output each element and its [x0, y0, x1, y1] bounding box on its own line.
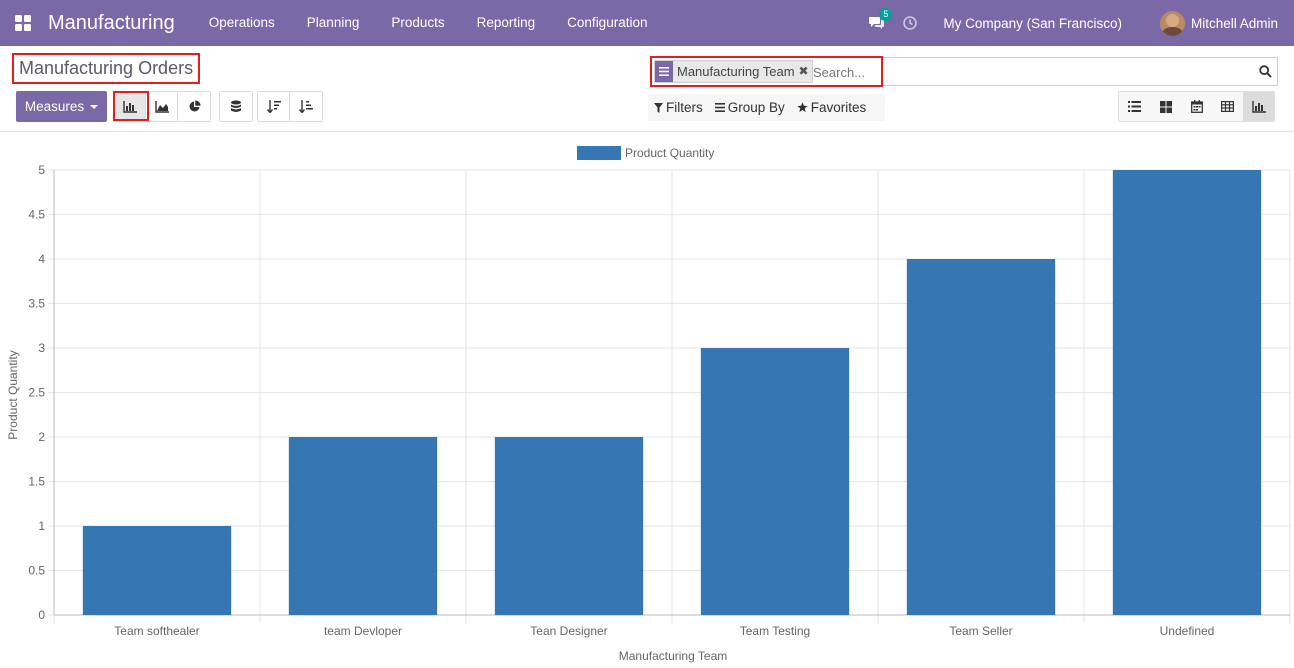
bar-chart-button[interactable] — [114, 92, 146, 121]
top-navbar: Manufacturing Operations Planning Produc… — [0, 0, 1294, 46]
bar-chart-icon — [122, 100, 137, 113]
x-tick-label: Tean Designer — [530, 624, 607, 638]
pie-chart-button[interactable] — [178, 92, 210, 121]
company-switcher[interactable]: My Company (San Francisco) — [943, 15, 1122, 31]
y-tick-label: 0.5 — [28, 564, 45, 578]
filters-label: Filters — [666, 100, 703, 115]
y-tick-label: 5 — [38, 163, 45, 177]
y-tick-label: 0 — [38, 608, 45, 622]
menu-products[interactable]: Products — [391, 15, 445, 30]
menu-planning[interactable]: Planning — [306, 15, 360, 30]
caret-down-icon — [90, 104, 99, 109]
favorites-label: Favorites — [810, 100, 867, 115]
group-by-list-icon — [655, 61, 673, 82]
messages-count-badge: 5 — [879, 8, 893, 21]
x-tick-label: Team softhealer — [114, 624, 199, 638]
bar-chart-highlight — [113, 91, 149, 121]
menu-configuration[interactable]: Configuration — [567, 15, 648, 30]
chart-bar[interactable] — [288, 437, 438, 615]
sort-ascending-icon — [299, 100, 313, 113]
sort-ascending-button[interactable] — [290, 92, 322, 121]
table-icon — [1221, 101, 1234, 112]
y-tick-label: 3 — [38, 341, 45, 355]
x-tick-label: Undefined — [1160, 624, 1215, 638]
database-stack-icon — [231, 100, 241, 112]
apps-menu-icon[interactable] — [0, 0, 46, 46]
filter-icon — [654, 102, 663, 113]
control-panel: Manufacturing Orders Manufacturing Team … — [0, 46, 1294, 132]
search-facet-label: Manufacturing Team — [677, 64, 795, 79]
sort-group — [257, 91, 323, 122]
bars-icon — [714, 103, 725, 112]
search-facet-group-by[interactable]: Manufacturing Team ✖ — [654, 60, 813, 83]
x-tick-label: Team Testing — [740, 624, 810, 638]
measures-label: Measures — [24, 99, 85, 114]
list-view-button[interactable] — [1119, 92, 1150, 121]
x-tick-label: team Devloper — [324, 624, 402, 638]
filters-dropdown[interactable]: Filters — [648, 100, 709, 115]
y-tick-label: 4.5 — [28, 208, 45, 222]
chart-bar[interactable] — [1112, 170, 1262, 615]
main-menu: Operations Planning Products Reporting C… — [193, 0, 664, 46]
legend-swatch — [577, 146, 621, 160]
facet-remove-icon[interactable]: ✖ — [798, 64, 809, 78]
pie-chart-icon — [189, 100, 201, 112]
activity-clock-icon[interactable] — [903, 16, 918, 30]
user-menu[interactable]: Mitchell Admin — [1190, 15, 1278, 31]
app-brand[interactable]: Manufacturing — [48, 11, 175, 34]
bar-chart: 0 0.5 1 1.5 2 2.5 3 3.5 4 4.5 5 Team softhealer team… — [28, 163, 1291, 638]
kanban-view-button[interactable] — [1150, 92, 1181, 121]
user-avatar[interactable] — [1159, 10, 1185, 36]
chart-bar[interactable] — [906, 259, 1056, 615]
chart-bar[interactable] — [700, 348, 850, 615]
stack-toggle-group — [219, 91, 253, 122]
list-icon — [1128, 101, 1141, 112]
measures-button[interactable]: Measures — [16, 91, 107, 122]
kanban-icon — [1159, 100, 1172, 113]
x-tick-label: Team Seller — [949, 624, 1012, 638]
line-chart-button[interactable] — [146, 92, 178, 121]
x-axis-label: Manufacturing Team — [618, 649, 728, 663]
legend-label: Product Quantity — [625, 146, 715, 160]
page-title: Manufacturing Orders — [19, 58, 194, 78]
area-chart-icon — [154, 100, 169, 113]
sort-descending-button[interactable] — [258, 92, 290, 121]
graph-view-button[interactable] — [1243, 92, 1274, 121]
chart-type-switcher — [113, 91, 211, 122]
search-input[interactable] — [813, 61, 1253, 83]
group-by-label: Group By — [727, 100, 785, 115]
stacked-button[interactable] — [220, 92, 252, 121]
chart-bar[interactable] — [82, 526, 232, 615]
chart-bar[interactable] — [494, 437, 644, 615]
navbar-systray: 5 My Company (San Francisco) Mitchell Ad… — [869, 0, 1294, 46]
pivot-view-button[interactable] — [1212, 92, 1243, 121]
star-icon — [797, 102, 808, 113]
menu-reporting[interactable]: Reporting — [476, 15, 536, 30]
graph-view: 0 0.5 1 1.5 2 2.5 3 3.5 4 4.5 5 Team softhealer team… — [0, 133, 1294, 668]
search-icon[interactable] — [1256, 62, 1274, 80]
search-options: Filters Group By Favorites — [648, 94, 885, 121]
sort-descending-icon — [266, 100, 281, 113]
view-switcher — [1118, 91, 1275, 122]
y-tick-label: 4 — [38, 252, 45, 266]
messages-icon[interactable]: 5 — [869, 8, 893, 30]
chart-legend[interactable]: Product Quantity — [577, 146, 714, 160]
y-tick-label: 1 — [38, 519, 45, 533]
page-title-highlight: Manufacturing Orders — [12, 53, 201, 84]
calendar-icon — [1190, 100, 1203, 113]
graph-icon — [1251, 100, 1266, 113]
y-tick-label: 3.5 — [28, 297, 45, 311]
y-tick-label: 2 — [38, 430, 45, 444]
y-tick-label: 2.5 — [28, 386, 45, 400]
favorites-dropdown[interactable]: Favorites — [791, 100, 873, 115]
calendar-view-button[interactable] — [1181, 92, 1212, 121]
y-tick-label: 1.5 — [28, 475, 45, 489]
search-facet-highlight — [650, 56, 883, 87]
group-by-dropdown[interactable]: Group By — [709, 100, 791, 115]
y-axis-label: Product Quantity — [6, 350, 20, 440]
menu-operations[interactable]: Operations — [208, 15, 275, 30]
